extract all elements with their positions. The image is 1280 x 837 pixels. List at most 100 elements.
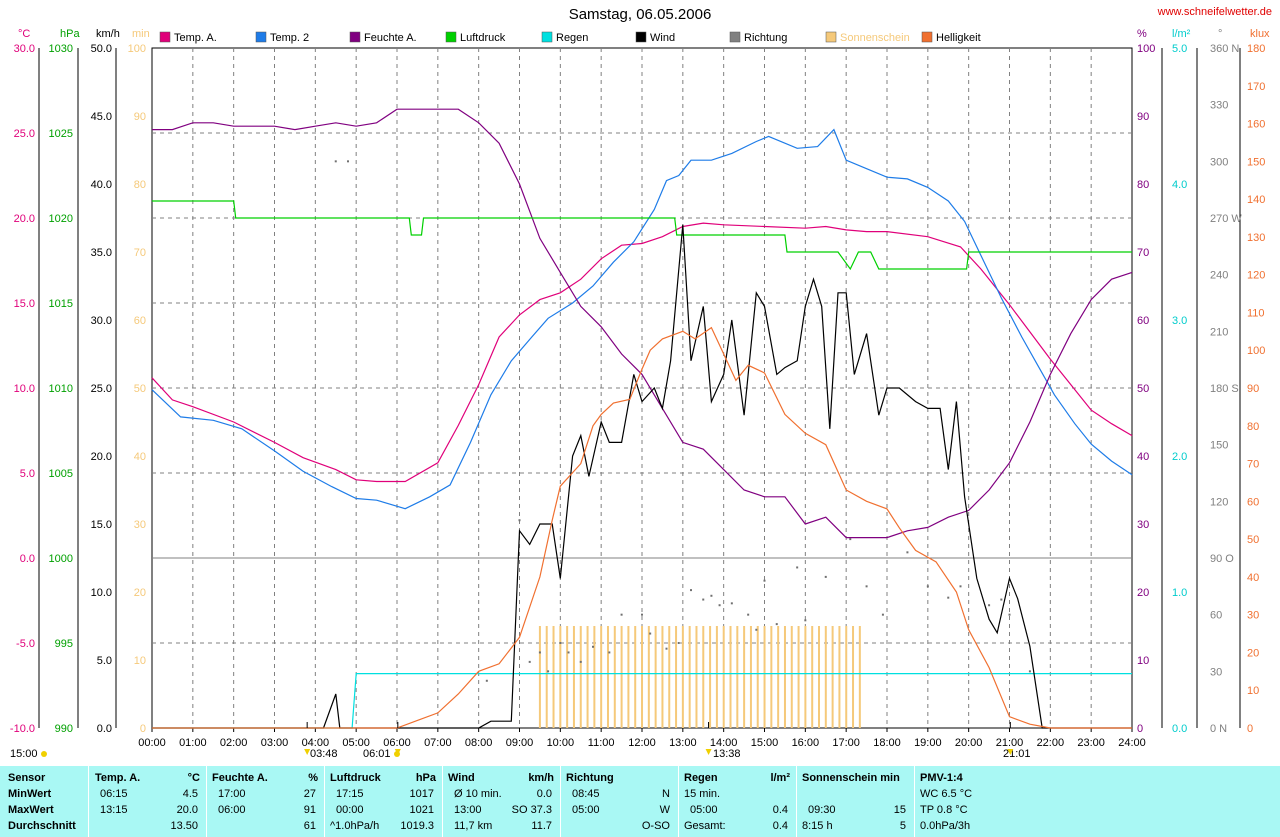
time-tick-label: 17:00 (832, 737, 860, 749)
light-tick-label: 30 (1247, 610, 1259, 622)
rain-tick-label: 2.0 (1172, 451, 1187, 463)
direction-dot (592, 645, 594, 648)
pressure-trend: ^1.0hPa/h (330, 820, 380, 832)
chart-title: Samstag, 06.05.2006 (569, 6, 712, 23)
direction-dot (926, 585, 929, 588)
sunshine-tick-label: 40 (134, 451, 146, 463)
direction-dot (1028, 670, 1031, 673)
direction-tick-label: 120 (1210, 496, 1228, 508)
time-tick-label: 08:00 (465, 737, 493, 749)
temp-min-time: 06:15 (100, 788, 128, 800)
direction-unit-label: ° (1218, 28, 1222, 40)
time-tick-label: 13:00 (669, 737, 697, 749)
moonset-label: 03:48 (310, 748, 338, 760)
temp-tick-label: 25.0 (14, 128, 35, 140)
time-tick-label: 07:00 (424, 737, 452, 749)
light-tick-label: 0 (1247, 723, 1253, 735)
sunset-label: 21:01 (1003, 748, 1031, 760)
direction-dot (702, 598, 705, 601)
humidity-tick-label: 100 (1137, 43, 1155, 55)
sunshine-tick-label: 0 (140, 723, 146, 735)
humidity-tick-label: 50 (1137, 383, 1149, 395)
direction-dot (334, 160, 337, 163)
direction-r2-val: W (659, 804, 670, 816)
left-time-label: 15:00 (10, 748, 38, 760)
direction-dot (547, 670, 550, 673)
humidity-tick-label: 90 (1137, 111, 1149, 123)
axis-unit-labels: °C hPa km/h min% l/m² ° klux (18, 28, 1270, 40)
sunshine-r3-label: 8:15 h (802, 820, 833, 832)
legend-swatch (445, 31, 457, 43)
direction-dot (559, 642, 562, 644)
right-axes: 10090807060504030201005.04.03.02.01.00.0… (1137, 43, 1265, 735)
wind-r3-val: 11.7 (531, 820, 552, 832)
temp-tick-label: -10.0 (10, 723, 35, 735)
light-tick-label: 170 (1247, 81, 1265, 93)
humidity-max-time: 06:00 (218, 804, 246, 816)
temp-tick-label: 20.0 (14, 213, 35, 225)
rain-r3-val: 0.4 (772, 820, 788, 832)
series-lines (151, 108, 1133, 729)
direction-tick-label: 330 (1210, 100, 1228, 112)
direction-dot (620, 613, 623, 616)
sunrise-label: 06:01 (363, 748, 391, 760)
sunshine-bars (538, 626, 861, 728)
direction-dot (824, 575, 827, 578)
pressure-avg: 1019.3 (400, 820, 434, 832)
humidity-tick-label: 80 (1137, 179, 1149, 191)
sunshine-r2-label: 09:30 (808, 804, 836, 816)
time-tick-label: 03:00 (261, 737, 289, 749)
humidity-tick-label: 0 (1137, 723, 1143, 735)
wind-r1-label: Ø 10 min. (454, 788, 502, 800)
direction-dot (649, 632, 652, 635)
rain-unit: l/m² (770, 772, 790, 784)
weather-chart: Samstag, 06.05.2006 www.schneifelwetter.… (9, 6, 1272, 760)
direction-dot (567, 651, 570, 654)
time-tick-label: 19:00 (914, 737, 942, 749)
temp-unit: °C (187, 772, 200, 784)
temp-tick-label: 0.0 (20, 553, 35, 565)
pressure-header: Luftdruck (330, 772, 381, 784)
direction-dot (641, 613, 643, 616)
pressure-max-time: 00:00 (336, 804, 364, 816)
left-sun-icon (41, 751, 47, 757)
wind-tick-label: 45.0 (91, 111, 112, 123)
pmv-header: PMV-1:4 (920, 772, 963, 784)
gridlines (152, 48, 1132, 728)
direction-r2-time: 05:00 (572, 804, 600, 816)
direction-dot (718, 604, 721, 607)
light-tick-label: 180 (1247, 43, 1265, 55)
direction-tick-label: 360 N (1210, 43, 1239, 55)
direction-tick-label: 30 (1210, 666, 1222, 678)
summary-table: Sensor MinWert MaxWert Durchschnitt Temp… (0, 766, 1280, 837)
temp-min-val: 4.5 (182, 788, 198, 800)
wind-tick-label: 30.0 (91, 315, 112, 327)
pmv-r1: WC 6.5 °C (920, 788, 973, 800)
wind-tick-label: 10.0 (91, 587, 112, 599)
direction-r3-val: O-SO (641, 820, 670, 832)
rain-tick-label: 4.0 (1172, 179, 1187, 191)
wind-r2-val: SO 37.3 (511, 804, 552, 816)
light-tick-label: 120 (1247, 270, 1265, 282)
direction-dot (538, 651, 541, 654)
rain-r2-label: 05:00 (690, 804, 718, 816)
legend-swatch (921, 31, 933, 43)
time-tick-label: 00:00 (138, 737, 166, 749)
time-tick-label: 20:00 (955, 737, 983, 749)
direction-tick-label: 60 (1210, 610, 1222, 622)
light-tick-label: 80 (1247, 421, 1259, 433)
wind-tick-label: 0.0 (97, 723, 112, 735)
legend-swatch (255, 31, 267, 43)
direction-tick-label: 270 W (1210, 213, 1242, 225)
pressure-tick-label: 995 (55, 638, 73, 650)
direction-dot (755, 628, 758, 631)
direction-dot (677, 642, 680, 644)
website-link[interactable]: www.schneifelwetter.de (1157, 6, 1272, 18)
sensor-header: Sensor (8, 772, 46, 784)
direction-dot (775, 623, 778, 626)
light-tick-label: 140 (1247, 194, 1265, 206)
legend-label: Richtung (744, 32, 787, 44)
direction-dot (528, 660, 531, 663)
wind-tick-label: 40.0 (91, 179, 112, 191)
wind-tick-label: 15.0 (91, 519, 112, 531)
